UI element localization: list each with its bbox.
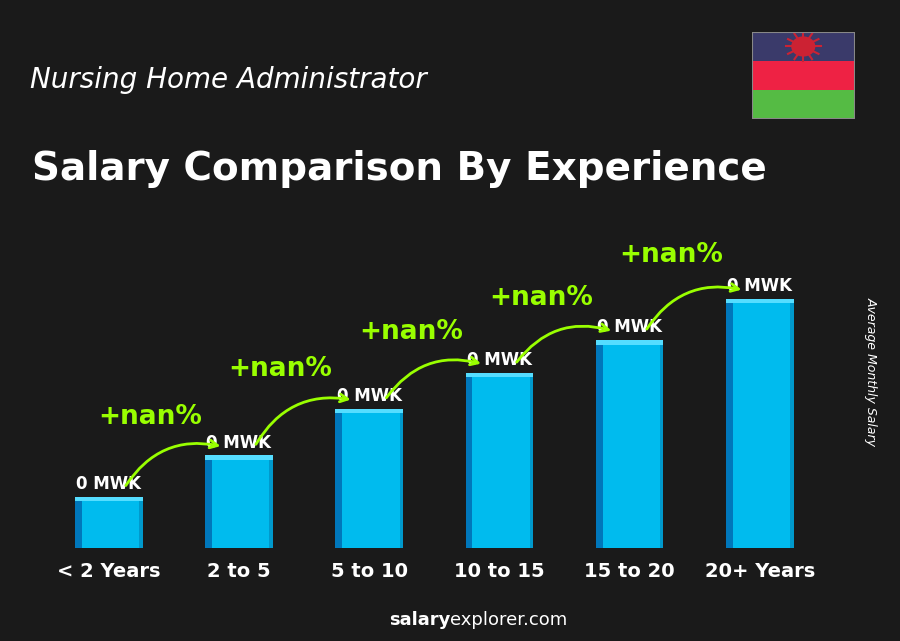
Bar bbox=[465, 375, 533, 548]
Bar bbox=[75, 497, 142, 501]
Bar bbox=[205, 456, 273, 460]
Text: +nan%: +nan% bbox=[98, 404, 202, 430]
Bar bbox=[530, 375, 533, 548]
Circle shape bbox=[791, 37, 815, 56]
Bar bbox=[269, 458, 273, 548]
Bar bbox=[790, 301, 794, 548]
FancyArrowPatch shape bbox=[647, 284, 739, 329]
Bar bbox=[400, 411, 403, 548]
Bar bbox=[75, 499, 82, 548]
Bar bbox=[660, 342, 663, 548]
Bar bbox=[205, 458, 273, 548]
Bar bbox=[336, 409, 403, 413]
Text: Salary Comparison By Experience: Salary Comparison By Experience bbox=[32, 149, 767, 188]
Text: +nan%: +nan% bbox=[619, 242, 724, 268]
Bar bbox=[752, 32, 855, 61]
Bar bbox=[465, 375, 472, 548]
Text: salary: salary bbox=[389, 612, 450, 629]
Bar bbox=[752, 61, 855, 90]
Text: 0 MWK: 0 MWK bbox=[597, 319, 662, 337]
Bar bbox=[726, 301, 794, 548]
Text: explorer.com: explorer.com bbox=[450, 612, 567, 629]
FancyArrowPatch shape bbox=[126, 440, 218, 485]
Text: 0 MWK: 0 MWK bbox=[467, 351, 532, 369]
Bar bbox=[596, 342, 663, 548]
Text: Average Monthly Salary: Average Monthly Salary bbox=[865, 297, 878, 446]
Bar bbox=[596, 342, 602, 548]
FancyArrowPatch shape bbox=[386, 357, 478, 398]
Bar bbox=[465, 373, 533, 378]
Bar bbox=[205, 458, 212, 548]
Bar bbox=[596, 340, 663, 345]
Text: +nan%: +nan% bbox=[229, 356, 332, 382]
Bar bbox=[726, 301, 733, 548]
Bar bbox=[336, 411, 342, 548]
Bar bbox=[140, 499, 142, 548]
Text: 0 MWK: 0 MWK bbox=[337, 387, 401, 405]
Text: Nursing Home Administrator: Nursing Home Administrator bbox=[30, 67, 427, 94]
Text: 0 MWK: 0 MWK bbox=[206, 433, 272, 452]
FancyArrowPatch shape bbox=[256, 394, 347, 444]
Bar bbox=[336, 411, 403, 548]
Bar bbox=[752, 90, 855, 119]
Text: +nan%: +nan% bbox=[489, 285, 593, 311]
Text: 0 MWK: 0 MWK bbox=[727, 277, 792, 295]
FancyArrowPatch shape bbox=[517, 324, 608, 362]
Text: 0 MWK: 0 MWK bbox=[76, 475, 141, 493]
Bar bbox=[75, 499, 142, 548]
Bar bbox=[726, 299, 794, 303]
Text: +nan%: +nan% bbox=[359, 319, 463, 345]
